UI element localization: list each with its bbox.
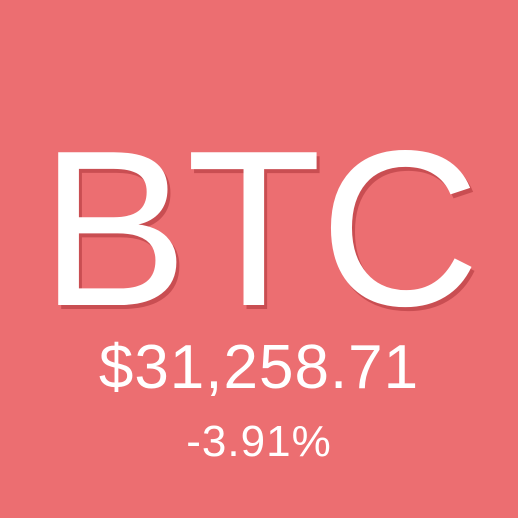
ticker-price: $31,258.71 (98, 333, 420, 402)
ticker-symbol: BTC (40, 105, 480, 353)
ticker-change-percent: -3.91% (186, 417, 332, 466)
